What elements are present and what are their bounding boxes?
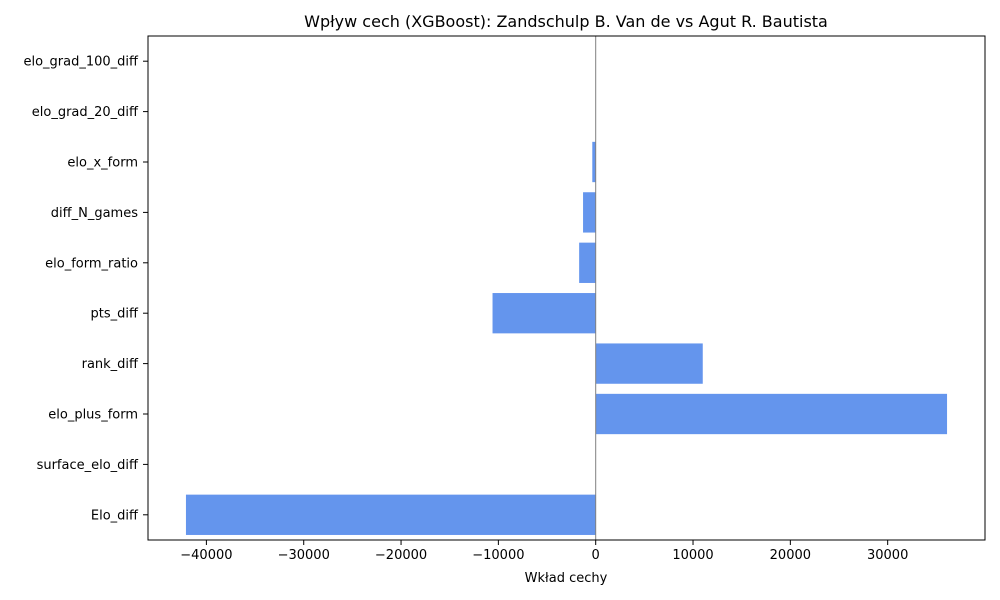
x-tick-label: 10000 <box>672 548 713 563</box>
bars-group <box>185 141 948 535</box>
bar-rank_diff <box>595 343 703 384</box>
y-tick-label: diff_N_games <box>51 206 138 221</box>
x-tick-label: −30000 <box>278 548 330 563</box>
bar-diff_N_games <box>583 192 596 233</box>
y-tick-label: Elo_diff <box>91 508 139 523</box>
x-axis-ticks: −40000 −30000 −20000 −10000 0 10000 20000 30000 <box>180 540 908 563</box>
x-tick-label: 0 <box>592 548 600 563</box>
x-tick-label: −10000 <box>472 548 524 563</box>
y-tick-label: elo_grad_100_diff <box>23 55 139 70</box>
bar-pts_diff <box>492 293 596 334</box>
y-tick-label: rank_diff <box>82 357 139 372</box>
x-axis-label: Wkład cechy <box>525 571 608 586</box>
y-axis-ticks: Elo_diff surface_elo_diff elo_plus_form ran… <box>23 55 148 523</box>
bar-elo_form_ratio <box>579 242 596 283</box>
y-tick-label: elo_x_form <box>67 156 138 171</box>
x-tick-label: 30000 <box>867 548 908 563</box>
y-tick-label: elo_grad_20_diff <box>32 105 139 120</box>
y-tick-label: elo_form_ratio <box>45 256 138 271</box>
x-tick-label: −40000 <box>180 548 232 563</box>
bar-elo_x_form <box>592 141 596 183</box>
y-tick-label: elo_plus_form <box>48 408 138 423</box>
bar-elo_plus_form <box>595 393 948 435</box>
plot-frame <box>147 35 986 541</box>
bar-Elo_diff <box>185 494 596 535</box>
x-tick-label: −20000 <box>375 548 427 563</box>
y-tick-label: pts_diff <box>91 307 139 322</box>
chart-title: Wpływ cech (XGBoost): Zandschulp B. Van … <box>304 12 828 31</box>
x-tick-label: 20000 <box>770 548 811 563</box>
y-tick-label: surface_elo_diff <box>37 458 139 473</box>
